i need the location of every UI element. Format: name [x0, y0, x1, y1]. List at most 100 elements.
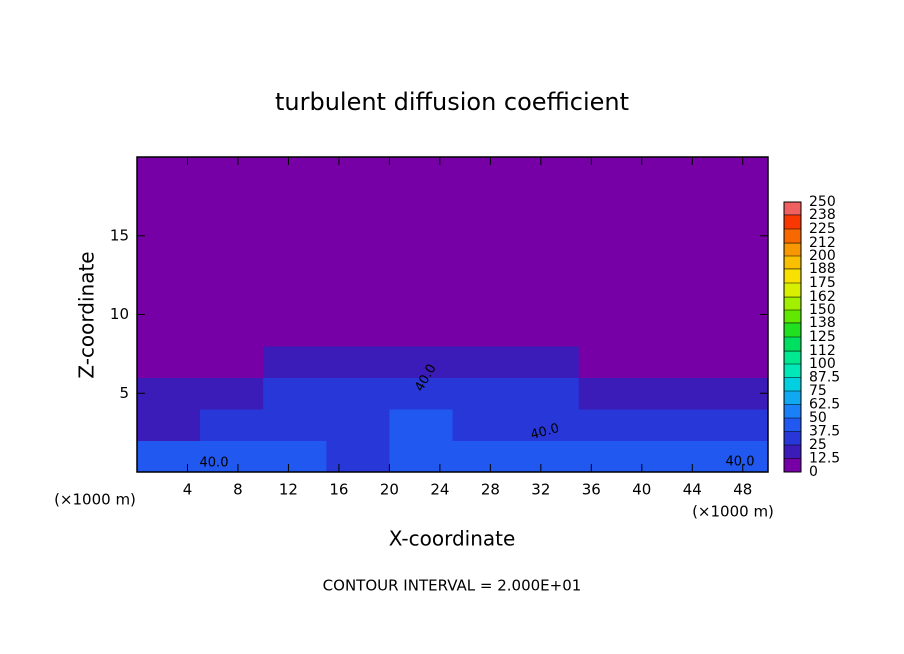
heatmap-cell [263, 188, 327, 221]
colorbar-label: 0 [809, 464, 818, 480]
heatmap-cell [263, 314, 327, 347]
heatmap-cell [578, 346, 643, 378]
heatmap-cell [704, 220, 769, 252]
heatmap-cell [200, 440, 264, 473]
colorbar-segment [784, 297, 801, 310]
colorbar-label: 25 [809, 437, 827, 453]
heatmap-cell [263, 157, 327, 189]
colorbar-segment [784, 404, 801, 418]
heatmap-cell [704, 346, 769, 378]
heatmap-cell [326, 157, 390, 189]
heatmap-cell [452, 220, 517, 252]
x-tick-label: 32 [531, 481, 550, 499]
heatmap-cell [578, 440, 643, 473]
colorbar-segment [784, 310, 801, 323]
colorbar-label: 175 [809, 275, 836, 291]
heatmap-cell [137, 157, 201, 189]
colorbar-label: 150 [809, 302, 836, 318]
heatmap-cell [515, 220, 580, 252]
heatmap-cell [263, 440, 327, 473]
heatmap-cell [326, 188, 390, 221]
heatmap-cell [263, 409, 327, 441]
colorbar-label: 162 [809, 289, 836, 305]
x-axis-label: X-coordinate [389, 527, 516, 551]
heatmap-cell [515, 409, 580, 441]
heatmap-cell [704, 157, 769, 189]
heatmap-cell [515, 251, 580, 284]
heatmap-cell [326, 220, 390, 252]
colorbar-segment [784, 322, 801, 337]
colorbar-segment [784, 431, 801, 445]
heatmap-cell [452, 409, 517, 441]
heatmap-cell [641, 251, 706, 284]
x-tick-label: 12 [279, 481, 298, 499]
x-tick-label: 20 [380, 481, 399, 499]
heatmap-cell [704, 188, 769, 221]
heatmap-cell [389, 346, 453, 378]
heatmap-cell [641, 314, 706, 347]
colorbar-label: 50 [809, 410, 827, 426]
heatmap-cell [200, 409, 264, 441]
heatmap-cell [263, 377, 327, 410]
heatmap-cell [389, 220, 453, 252]
y-tick-label: 15 [110, 226, 129, 244]
colorbar-segment [784, 364, 801, 378]
heatmap-cell [389, 157, 453, 189]
heatmap-cell [515, 283, 580, 315]
heatmap-cell [641, 188, 706, 221]
colorbar-segment [784, 202, 801, 215]
heatmap-cell [578, 157, 643, 189]
heatmap-cell [578, 283, 643, 315]
x-tick-label: 4 [183, 481, 193, 499]
x-tick-label: 16 [329, 481, 348, 499]
heatmap-cell [452, 283, 517, 315]
colorbar-label: 75 [809, 383, 827, 399]
heatmap-cell [263, 346, 327, 378]
heatmap-cell [200, 346, 264, 378]
colorbar-label: 200 [809, 248, 836, 264]
heatmap-cell [389, 188, 453, 221]
heatmap-cell [452, 346, 517, 378]
heatmap-cell [704, 409, 769, 441]
heatmap-cell [389, 377, 453, 410]
heatmap-cell [200, 188, 264, 221]
heatmap-cell [641, 220, 706, 252]
heatmap-cell [578, 314, 643, 347]
heatmap-cell [515, 314, 580, 347]
contour-label: 40.0 [726, 455, 755, 470]
heatmap-cell [200, 251, 264, 284]
colorbar-label: 87.5 [809, 370, 840, 386]
heatmap-cell [515, 157, 580, 189]
x-unit-label: (×1000 m) [54, 491, 136, 509]
colorbar-segment [784, 377, 801, 391]
colorbar-segment [784, 458, 801, 472]
heatmap-cell [137, 251, 201, 284]
heatmap-cell [200, 157, 264, 189]
heatmap-cell [641, 283, 706, 315]
colorbar-segment [784, 268, 801, 283]
heatmap-cell [137, 346, 201, 378]
colorbar-label: 100 [809, 356, 836, 372]
heatmap-cell [137, 188, 201, 221]
heatmap-cell [515, 440, 580, 473]
heatmap-cell [137, 377, 201, 410]
heatmap-cell [389, 314, 453, 347]
heatmap-cell [200, 283, 264, 315]
colorbar-label: 138 [809, 315, 836, 331]
heatmap-cell [326, 346, 390, 378]
heatmap-cell [452, 377, 517, 410]
contour-label: 40.0 [529, 421, 561, 443]
heatmap-cell [326, 314, 390, 347]
heatmap-cell [578, 220, 643, 252]
colorbar-label: 112 [809, 343, 836, 359]
heatmap-cell [452, 314, 517, 347]
heatmap-cell [578, 409, 643, 441]
x-unit-label: (×1000 m) [692, 503, 774, 521]
heatmap-cell [515, 346, 580, 378]
heatmap-cell [704, 314, 769, 347]
contour-label: 40.0 [200, 456, 229, 471]
heatmap-cell [263, 251, 327, 284]
y-axis-label: Z-coordinate [75, 251, 99, 378]
heatmap-cell [389, 251, 453, 284]
colorbar-segment [784, 256, 801, 269]
